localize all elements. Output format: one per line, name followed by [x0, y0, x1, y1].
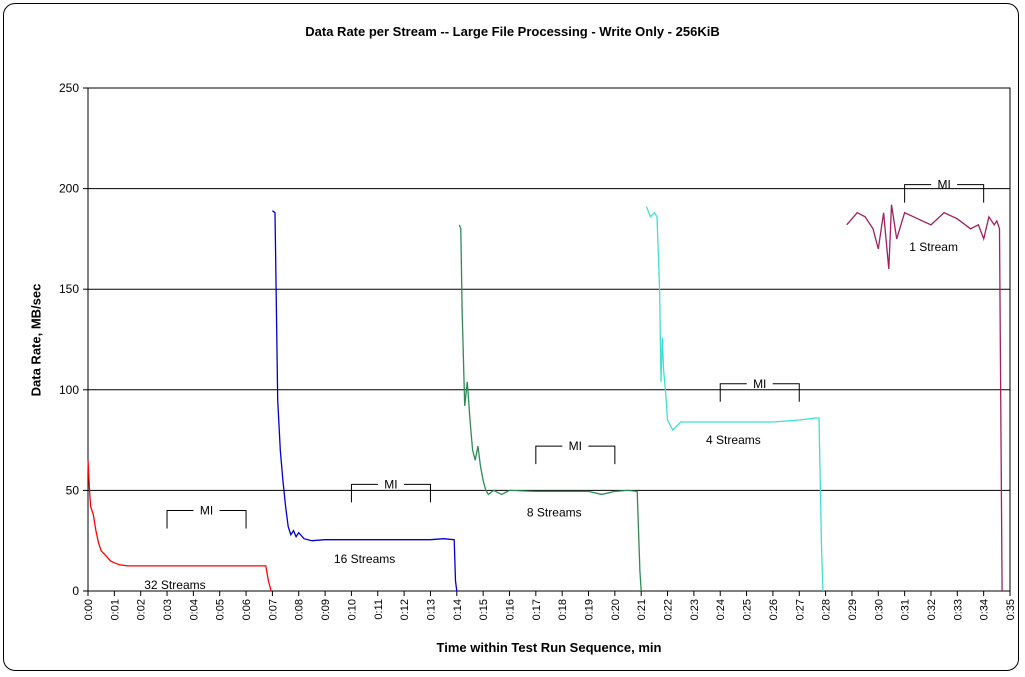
x-tick-label: 0:31 [900, 599, 912, 620]
mi-bracket-right [588, 445, 616, 465]
x-tick-label: 0:29 [847, 599, 859, 620]
y-tick-label: 50 [66, 483, 80, 497]
x-tick-label: 0:13 [425, 599, 437, 620]
x-tick-label: 0:27 [794, 599, 806, 620]
x-tick-label: 0:16 [504, 599, 516, 620]
x-tick-label: 0:09 [320, 599, 332, 620]
series-line-5 [846, 204, 1003, 592]
plot-area-border [87, 87, 1011, 592]
x-tick-label: 0:30 [873, 599, 885, 620]
x-tick-label: 0:23 [689, 599, 701, 620]
mi-bracket-right [957, 184, 985, 203]
x-tick-label: 0:18 [557, 599, 569, 620]
series-line-1 [87, 460, 272, 592]
mi-label: MI [569, 439, 582, 453]
series-label: 32 Streams [144, 578, 205, 592]
x-tick-label: 0:04 [188, 599, 200, 620]
mi-bracket-left [719, 383, 747, 402]
series-line-3 [458, 224, 642, 592]
x-axis-label: Time within Test Run Sequence, min [436, 640, 662, 655]
series-label: 8 Streams [527, 506, 582, 520]
x-tick-label: 0:19 [584, 599, 596, 620]
x-tick-label: 0:33 [952, 599, 964, 620]
x-tick-label: 0:17 [531, 599, 543, 620]
series-line-4 [645, 206, 824, 592]
x-tick-label: 0:14 [452, 599, 464, 620]
mi-label: MI [200, 504, 213, 518]
x-tick-label: 0:05 [215, 599, 227, 620]
mi-bracket-right [772, 383, 800, 402]
x-tick-label: 0:25 [742, 599, 754, 620]
x-tick-label: 0:15 [478, 599, 490, 620]
x-tick-label: 0:26 [768, 599, 780, 620]
series-label: 1 Stream [909, 240, 958, 254]
x-tick-label: 0:28 [821, 599, 833, 620]
y-tick-label: 0 [72, 584, 79, 598]
chart-frame [3, 3, 1019, 671]
y-tick-label: 200 [59, 182, 79, 196]
x-tick-label: 0:07 [267, 599, 279, 620]
mi-label: MI [753, 377, 766, 391]
mi-label: MI [937, 178, 950, 192]
x-tick-label: 0:22 [663, 599, 675, 620]
mi-bracket-left [535, 445, 563, 465]
x-tick-label: 0:01 [109, 599, 121, 620]
series-line-2 [272, 210, 458, 592]
mi-bracket-right [219, 510, 247, 529]
x-tick-label: 0:21 [636, 599, 648, 620]
chart-title: Data Rate per Stream -- Large File Proce… [305, 24, 720, 39]
y-tick-label: 250 [59, 81, 79, 95]
x-tick-label: 0:24 [715, 599, 727, 620]
x-tick-label: 0:00 [83, 599, 95, 620]
x-tick-label: 0:20 [610, 599, 622, 620]
x-tick-label: 0:12 [399, 599, 411, 620]
mi-bracket-left [904, 184, 932, 203]
x-tick-label: 0:11 [373, 599, 385, 620]
mi-bracket-left [166, 510, 194, 529]
x-tick-label: 0:35 [1005, 599, 1017, 620]
y-axis-label: Data Rate, MB/sec [28, 283, 44, 397]
x-tick-label: 0:10 [346, 599, 358, 620]
mi-bracket-right [403, 483, 431, 503]
series-label: 4 Streams [706, 433, 761, 447]
x-tick-label: 0:34 [979, 599, 991, 620]
x-tick-label: 0:03 [162, 599, 174, 620]
x-tick-label: 0:32 [926, 599, 938, 620]
x-tick-label: 0:06 [241, 599, 253, 620]
y-tick-label: 100 [59, 383, 79, 397]
y-tick-label: 150 [59, 282, 79, 296]
x-tick-label: 0:02 [136, 599, 148, 620]
series-label: 16 Streams [334, 552, 395, 566]
x-tick-label: 0:08 [294, 599, 306, 620]
mi-bracket-left [350, 483, 378, 503]
mi-label: MI [384, 477, 397, 491]
